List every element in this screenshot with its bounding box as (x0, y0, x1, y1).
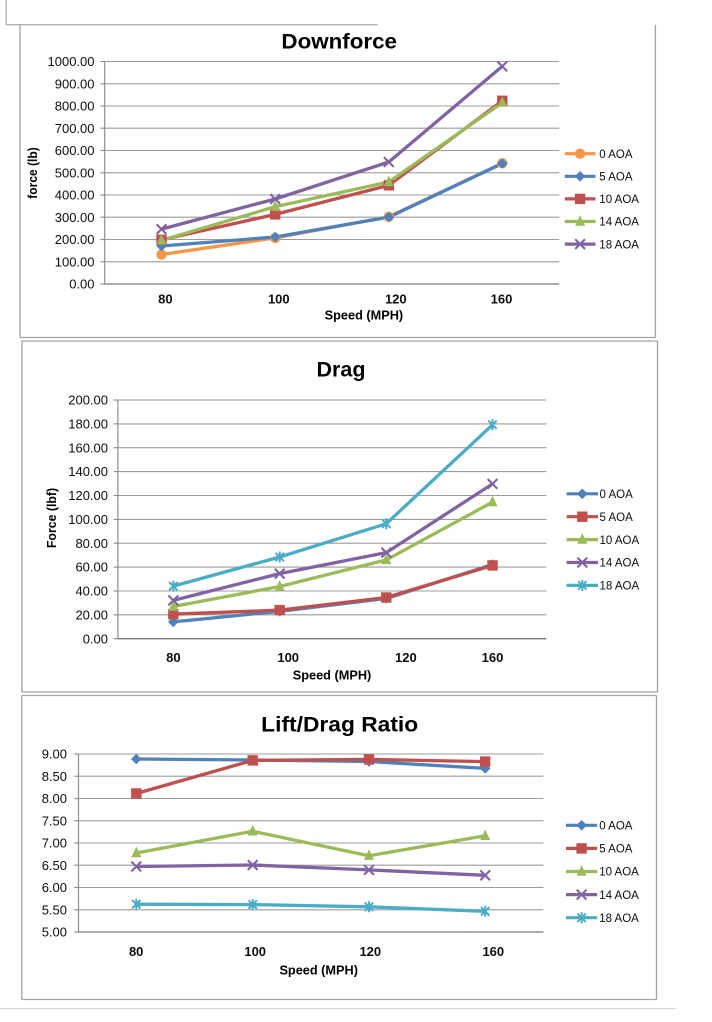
svg-text:Speed (MPH): Speed (MPH) (279, 962, 358, 977)
svg-text:5 AOA: 5 AOA (599, 844, 633, 856)
svg-text:5 AOA: 5 AOA (599, 172, 633, 184)
svg-text:160: 160 (482, 650, 504, 665)
svg-text:force (lb): force (lb) (26, 147, 40, 198)
svg-text:0 AOA: 0 AOA (599, 821, 633, 833)
svg-text:10 AOA: 10 AOA (600, 535, 640, 547)
svg-text:0 AOA: 0 AOA (600, 489, 634, 501)
svg-text:Downforce: Downforce (281, 29, 397, 54)
svg-text:200.00: 200.00 (55, 232, 95, 247)
svg-text:80: 80 (129, 944, 143, 959)
svg-text:900.00: 900.00 (55, 76, 95, 91)
svg-text:14 AOA: 14 AOA (600, 558, 640, 570)
svg-text:160: 160 (491, 292, 513, 307)
svg-text:5 AOA: 5 AOA (600, 512, 634, 524)
svg-text:120: 120 (395, 650, 417, 665)
svg-text:700.00: 700.00 (55, 121, 95, 136)
svg-text:80: 80 (166, 650, 180, 665)
svg-text:20.00: 20.00 (75, 607, 108, 622)
svg-text:5.00: 5.00 (42, 925, 67, 940)
svg-text:100: 100 (277, 650, 299, 665)
svg-text:100.00: 100.00 (68, 512, 108, 527)
svg-text:0.00: 0.00 (69, 277, 94, 292)
svg-text:6.50: 6.50 (42, 858, 67, 873)
svg-text:Speed (MPH): Speed (MPH) (293, 667, 372, 682)
svg-text:14 AOA: 14 AOA (599, 890, 639, 902)
svg-text:8.00: 8.00 (42, 791, 67, 806)
svg-text:10 AOA: 10 AOA (599, 867, 639, 879)
svg-text:8.50: 8.50 (42, 769, 67, 784)
svg-text:40.00: 40.00 (75, 584, 108, 599)
svg-text:160.00: 160.00 (68, 440, 108, 455)
svg-text:100: 100 (268, 292, 290, 307)
svg-text:120: 120 (359, 944, 381, 959)
svg-text:Lift/Drag Ratio: Lift/Drag Ratio (261, 712, 418, 737)
svg-text:60.00: 60.00 (75, 560, 108, 575)
svg-text:600.00: 600.00 (55, 143, 95, 158)
svg-text:18 AOA: 18 AOA (599, 913, 639, 925)
svg-text:Drag: Drag (317, 356, 366, 381)
svg-text:120.00: 120.00 (68, 488, 108, 503)
svg-text:Force (lbf): Force (lbf) (45, 488, 59, 548)
svg-text:14 AOA: 14 AOA (599, 217, 639, 229)
svg-text:200.00: 200.00 (68, 393, 108, 408)
svg-text:7.00: 7.00 (42, 836, 67, 851)
svg-text:400.00: 400.00 (55, 188, 95, 203)
svg-text:180.00: 180.00 (68, 417, 108, 432)
svg-text:120: 120 (385, 292, 407, 307)
svg-text:10 AOA: 10 AOA (599, 194, 639, 206)
svg-text:0 AOA: 0 AOA (599, 149, 633, 161)
svg-text:Speed (MPH): Speed (MPH) (325, 308, 404, 323)
svg-text:7.50: 7.50 (42, 813, 67, 828)
svg-text:160: 160 (482, 944, 504, 959)
svg-text:80: 80 (158, 292, 172, 307)
svg-text:5.50: 5.50 (42, 902, 67, 917)
svg-text:1000.00: 1000.00 (48, 54, 95, 69)
svg-text:140.00: 140.00 (68, 464, 108, 479)
svg-text:80.00: 80.00 (75, 536, 108, 551)
svg-text:300.00: 300.00 (55, 210, 95, 225)
svg-text:9.00: 9.00 (42, 747, 67, 762)
svg-text:100: 100 (244, 944, 266, 959)
svg-text:0.00: 0.00 (83, 631, 108, 646)
svg-text:500.00: 500.00 (55, 165, 95, 180)
svg-text:18 AOA: 18 AOA (599, 239, 639, 251)
svg-text:100.00: 100.00 (55, 254, 95, 269)
svg-text:800.00: 800.00 (55, 99, 95, 114)
svg-text:18 AOA: 18 AOA (600, 581, 640, 593)
svg-text:6.00: 6.00 (42, 880, 67, 895)
